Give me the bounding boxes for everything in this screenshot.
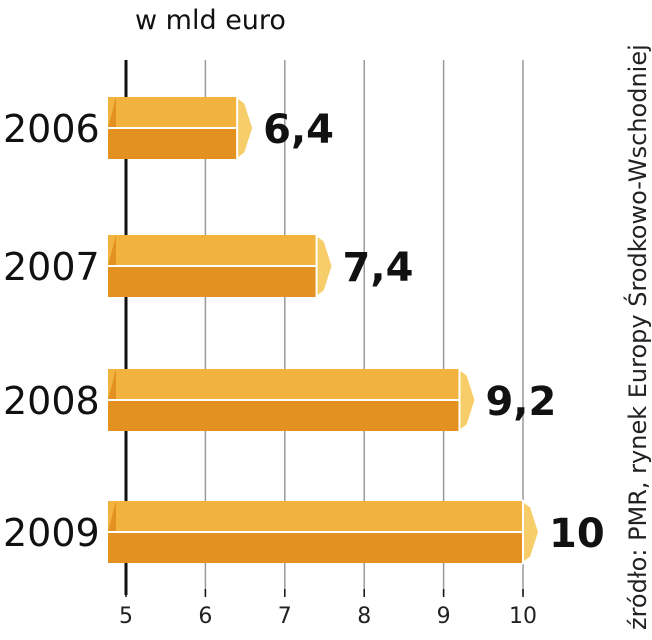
value-label-2008: 9,2 [485,379,556,425]
bar-2008 [108,367,477,433]
source-label: źródło: PMR, rynek Europy Środkowo-Wscho… [622,44,652,630]
bar-end-cap [458,367,477,433]
value-label-2007: 7,4 [343,245,414,291]
bar-end-cap [522,499,541,565]
year-label-2006: 2006 [3,107,100,151]
bar-bottom-face [108,400,460,431]
bar-top-face [108,369,460,400]
value-label-2006: 6,4 [263,107,334,153]
bar-2009 [108,499,541,565]
year-label-2008: 2008 [3,379,100,423]
bar-top-face [108,501,523,532]
tick-label-10: 10 [509,604,537,629]
bar-2007 [108,233,334,299]
tick-label-8: 8 [357,604,371,629]
bar-bottom-face [108,266,317,297]
unit-label: w mld euro [135,5,286,36]
tick-label-7: 7 [278,604,292,629]
bar-bottom-face [108,128,238,159]
bar-top-face [108,235,317,266]
bar-top-face [108,97,238,128]
bar-end-cap [236,95,255,161]
bar-2006 [108,95,255,161]
bar-end-cap [315,233,334,299]
value-label-2009: 10 [549,511,605,557]
bar-bottom-face [108,532,523,563]
tick-label-6: 6 [198,604,212,629]
year-label-2009: 2009 [3,511,100,555]
x-axis-ticks: 5 6 7 8 9 10 [119,589,537,629]
tick-label-9: 9 [437,604,451,629]
year-label-2007: 2007 [3,245,100,289]
tick-label-5: 5 [119,604,133,629]
bars: 2006 6,4 2007 7,4 2008 9,2 2009 10 [3,95,605,565]
